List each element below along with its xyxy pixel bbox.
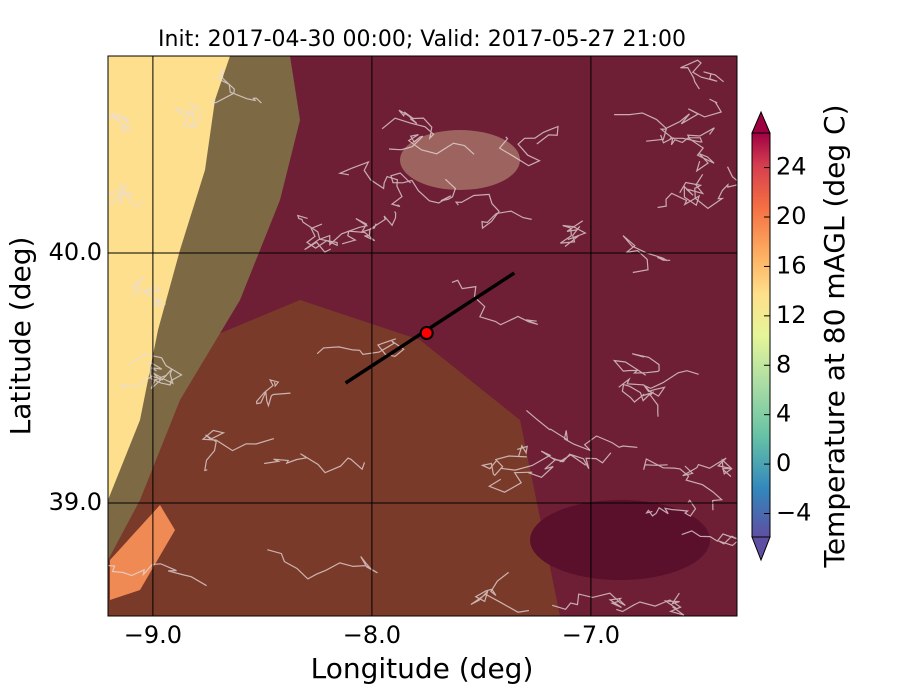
contour-line (612, 353, 660, 376)
contour-line (128, 353, 183, 386)
contour-line (680, 59, 724, 90)
contour-line (108, 563, 207, 587)
contour-line (131, 276, 166, 307)
colorbar-tick-label: 12 (776, 301, 807, 329)
contour-line (470, 571, 529, 613)
contour-line (645, 499, 697, 517)
colorbar-tick-label: 8 (776, 350, 791, 378)
contour-line (616, 592, 685, 616)
field-warm (108, 300, 560, 616)
colorbar-extend-bottom (751, 536, 771, 562)
colorbar-tick-label: 4 (776, 400, 791, 428)
contour-line (255, 378, 291, 408)
contour-line (304, 217, 377, 253)
plot-frame (107, 55, 738, 617)
contour-line (621, 383, 659, 417)
contour-line (682, 457, 733, 477)
contour-line (201, 429, 275, 472)
y-axis-label: Latitude (deg) (4, 237, 37, 436)
grid (108, 56, 737, 616)
colorbar-tick-label: 24 (776, 153, 807, 181)
x-tick-label: −9.0 (124, 621, 182, 649)
contour-line (108, 182, 145, 207)
field-highland (400, 130, 520, 190)
field-dark (530, 500, 710, 580)
contour-line (296, 214, 338, 249)
contour-line (552, 592, 626, 610)
contour-line (108, 112, 132, 135)
colorbar (751, 110, 771, 562)
contour-line (560, 220, 587, 247)
contour-line (614, 98, 723, 130)
contour-line (454, 193, 532, 230)
contours (108, 59, 737, 616)
x-tick-label: −8.0 (343, 621, 401, 649)
contour-line (646, 127, 715, 143)
contour-line (381, 109, 435, 141)
colorbar-bar (752, 133, 770, 537)
colorbar-extend-top (751, 110, 771, 134)
contour-line (498, 125, 559, 167)
contour-line (174, 102, 202, 128)
field-coast (108, 56, 230, 500)
contour-line (618, 370, 699, 397)
colorbar-frame (751, 132, 771, 538)
contour-line (643, 458, 724, 511)
chart-title: Init: 2017-04-30 00:00; Valid: 2017-05-2… (158, 27, 686, 52)
contour-line (267, 549, 378, 580)
colorbar-tick-label: −4 (776, 499, 811, 527)
contour-line (480, 444, 528, 477)
contour-line (209, 68, 262, 104)
field-hot (110, 505, 175, 600)
x-tick-label: −7.0 (562, 621, 620, 649)
contour-line (388, 134, 475, 155)
colorbar-tick-label: 0 (776, 449, 791, 477)
map-field (108, 56, 737, 616)
colorbar-tick-label: 16 (776, 251, 807, 279)
x-axis-label: Longitude (deg) (311, 652, 534, 685)
y-tick-label: 40.0 (49, 238, 102, 266)
contour-line (660, 134, 715, 173)
contour-line (341, 211, 397, 245)
contour-line (487, 453, 587, 493)
contour-line (526, 409, 638, 452)
colorbar-tick-label: 20 (776, 202, 807, 230)
contour-line (622, 235, 671, 274)
contour-line (451, 279, 539, 326)
contour-line (681, 530, 737, 547)
marks (344, 271, 516, 385)
contour-line (337, 160, 403, 208)
contour-line (500, 450, 612, 471)
contour-line (657, 173, 705, 209)
y-tick-label: 39.0 (49, 488, 102, 516)
contour-line (264, 453, 366, 474)
colorbar-label: Temperature at 80 mAGL (deg C) (818, 104, 851, 568)
location-marker (419, 326, 434, 340)
